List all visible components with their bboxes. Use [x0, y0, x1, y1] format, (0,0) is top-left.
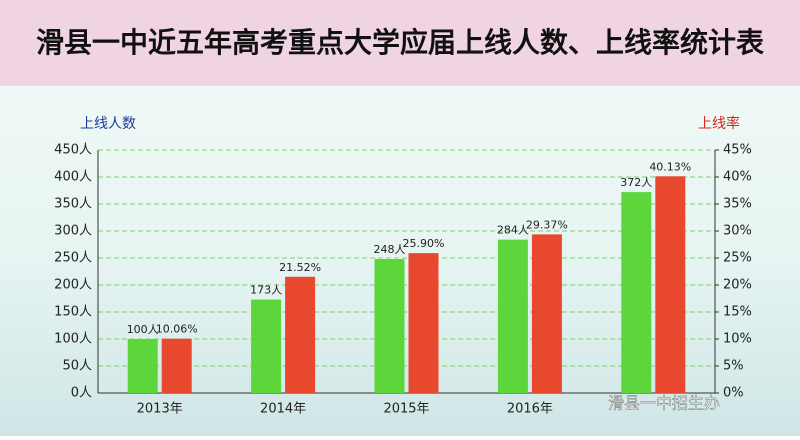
y2-tick-label: 30%	[723, 224, 752, 239]
y-tick-label: 0人	[71, 386, 92, 401]
x-tick-label: 2016年	[507, 402, 553, 417]
value-label: 372人	[620, 176, 652, 189]
bar	[408, 253, 439, 393]
y-tick-label: 300人	[54, 224, 92, 239]
bar	[621, 192, 652, 393]
bar	[497, 239, 528, 393]
value-label: 173人	[250, 284, 282, 297]
y2-tick-label: 5%	[723, 359, 744, 374]
y-tick-label: 50人	[62, 359, 92, 374]
x-tick-label: 2013年	[137, 402, 183, 417]
y2-axis-title: 上线率	[698, 115, 740, 132]
x-tick-label: 2014年	[260, 402, 306, 417]
y-tick-label: 450人	[54, 143, 92, 158]
chart-title: 滑县一中近五年高考重点大学应届上线人数、上线率统计表	[36, 26, 764, 59]
bar	[127, 339, 158, 393]
value-label: 21.52%	[279, 261, 321, 274]
value-label: 29.37%	[526, 218, 568, 231]
x-tick-label: 2015年	[383, 402, 429, 417]
y-tick-label: 100人	[54, 332, 92, 347]
value-label: 284人	[497, 224, 529, 237]
y-tick-label: 400人	[54, 170, 92, 185]
bar	[285, 276, 316, 393]
y-axis-title: 上线人数	[80, 116, 136, 132]
title-band	[0, 0, 800, 86]
bar	[531, 234, 562, 393]
watermark: 滑县一中招生办	[608, 394, 720, 413]
y2-tick-label: 15%	[723, 305, 752, 320]
value-label: 25.90%	[403, 237, 445, 250]
y2-tick-label: 40%	[723, 170, 752, 185]
y2-tick-label: 10%	[723, 332, 752, 347]
y-tick-label: 250人	[54, 251, 92, 266]
bar	[374, 259, 405, 393]
bar	[251, 299, 282, 393]
bar	[161, 338, 192, 393]
bar	[655, 176, 686, 393]
y-tick-label: 150人	[54, 305, 92, 320]
y2-tick-label: 35%	[723, 197, 752, 212]
value-label: 10.06%	[156, 323, 198, 336]
value-label: 248人	[374, 243, 406, 256]
y2-tick-label: 20%	[723, 278, 752, 293]
y2-tick-label: 45%	[723, 143, 752, 158]
y-tick-label: 200人	[54, 278, 92, 293]
value-label: 100人	[127, 323, 159, 336]
y-tick-label: 350人	[54, 197, 92, 212]
y2-tick-label: 25%	[723, 251, 752, 266]
value-label: 40.13%	[649, 160, 691, 173]
y2-tick-label: 0%	[723, 386, 744, 401]
